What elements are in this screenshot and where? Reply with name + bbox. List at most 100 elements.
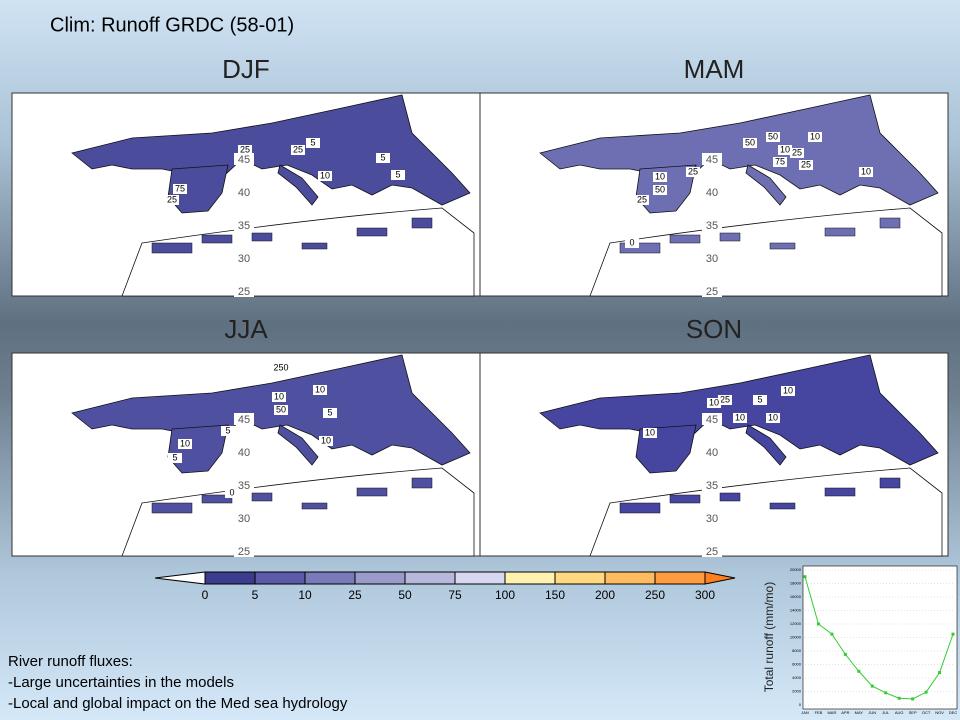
contour-label-bg xyxy=(272,392,286,402)
contour-label: 250 xyxy=(273,362,288,372)
point xyxy=(884,691,888,695)
contour-label: 10 xyxy=(315,384,325,394)
contour-label: 5 xyxy=(310,137,315,147)
lat-label: 25 xyxy=(706,546,718,558)
contour-label-bg xyxy=(643,428,657,438)
lat-label: 40 xyxy=(238,187,250,199)
contour-label-bg xyxy=(778,145,792,155)
land-italy xyxy=(745,424,787,466)
colorbar-tick-label: 10 xyxy=(298,588,312,602)
runoff-patch xyxy=(719,492,741,502)
colorbar-segment xyxy=(304,571,356,585)
lat-label-bg xyxy=(702,413,722,425)
point xyxy=(924,690,928,694)
title: Clim: Runoff GRDC (58-01) xyxy=(50,14,294,36)
land-italy xyxy=(277,424,319,466)
runoff-patch xyxy=(719,232,741,242)
y-tick-label: 8000 xyxy=(792,648,802,653)
x-tick-label: NOV xyxy=(935,710,944,715)
runoff-patch xyxy=(824,227,856,237)
contour-label: 0 xyxy=(229,487,234,497)
contour-label-bg xyxy=(799,160,813,170)
contour-label: 5 xyxy=(380,152,385,162)
contour-label-bg xyxy=(274,363,288,373)
note: -Large uncertainties in the models xyxy=(8,674,234,691)
runoff-patch xyxy=(769,242,796,250)
runoff-patch xyxy=(824,487,856,497)
runoff-patch xyxy=(879,477,901,489)
season-label: DJF xyxy=(222,54,270,84)
contour-label-bg xyxy=(225,488,239,498)
colorbar-segment xyxy=(554,571,606,585)
contour-label: 10 xyxy=(709,397,719,407)
colorbar-tick-label: 50 xyxy=(398,588,412,602)
colorbar-tick-label: 100 xyxy=(495,588,515,602)
contour-label: 5 xyxy=(225,425,230,435)
contour-label: 10 xyxy=(655,171,665,181)
lat-label-bg xyxy=(234,252,254,264)
y-tick-label: 12000 xyxy=(790,621,802,626)
contour-label: 10 xyxy=(735,412,745,422)
contour-label-bg xyxy=(766,132,780,142)
contour-label-bg xyxy=(790,148,804,158)
contour-label: 0 xyxy=(629,237,634,247)
x-tick-label: APR xyxy=(841,710,849,715)
lat-label: 25 xyxy=(706,286,718,298)
lat-label: 30 xyxy=(706,513,718,525)
lat-label-bg xyxy=(234,512,254,524)
runoff-patch xyxy=(411,477,433,489)
y-tick-label: 18000 xyxy=(790,581,802,586)
runoff-patch xyxy=(301,502,328,510)
contour-label: 10 xyxy=(810,131,820,141)
contour-label: 75 xyxy=(775,156,785,166)
contour-label: 25 xyxy=(688,166,698,176)
lat-label-bg xyxy=(702,285,722,297)
x-tick-label: SEP xyxy=(909,710,917,715)
contour-label: 5 xyxy=(395,169,400,179)
contour-label: 5 xyxy=(172,452,177,462)
contour-label-bg xyxy=(635,195,649,205)
colorbar-tick-label: 300 xyxy=(695,588,715,602)
point xyxy=(897,696,901,700)
contour-label-bg xyxy=(221,426,235,436)
colorbar-tick-label: 75 xyxy=(448,588,462,602)
note: River runoff fluxes: xyxy=(8,653,133,670)
runoff-patch xyxy=(356,487,388,497)
contour-label-bg xyxy=(323,408,337,418)
contour-label: 25 xyxy=(801,159,811,169)
runoff-patch xyxy=(201,234,233,244)
x-tick-label: MAR xyxy=(827,710,836,715)
colorbar-segment xyxy=(254,571,306,585)
season-label: MAM xyxy=(684,54,745,84)
contour-label-bg xyxy=(313,385,327,395)
y-tick-label: 6000 xyxy=(792,662,802,667)
contour-label: 10 xyxy=(274,391,284,401)
contour-label: 10 xyxy=(768,412,778,422)
lat-label-bg xyxy=(702,219,722,231)
point xyxy=(951,632,955,636)
contour-label: 10 xyxy=(180,438,190,448)
note: -Local and global impact on the Med sea … xyxy=(8,695,348,712)
lat-label-bg xyxy=(702,446,722,458)
lat-label-bg xyxy=(234,219,254,231)
contour-label-bg xyxy=(168,453,182,463)
point xyxy=(870,684,874,688)
contour-label: 10 xyxy=(780,144,790,154)
x-tick-label: JAN xyxy=(801,710,809,715)
x-tick-label: DEC xyxy=(949,710,958,715)
colorbar-segment xyxy=(204,571,256,585)
contour-label-bg xyxy=(625,238,639,248)
contour-label: 50 xyxy=(276,404,286,414)
lat-label: 35 xyxy=(706,480,718,492)
contour-label: 75 xyxy=(175,183,185,193)
colorbar-over xyxy=(704,571,736,585)
x-tick-label: MAY xyxy=(855,710,864,715)
colorbar-tick-label: 25 xyxy=(348,588,362,602)
contour-label: 50 xyxy=(655,184,665,194)
y-tick-label: 4000 xyxy=(792,675,802,680)
y-tick-label: 20000 xyxy=(790,567,802,572)
season-label: SON xyxy=(686,314,742,344)
